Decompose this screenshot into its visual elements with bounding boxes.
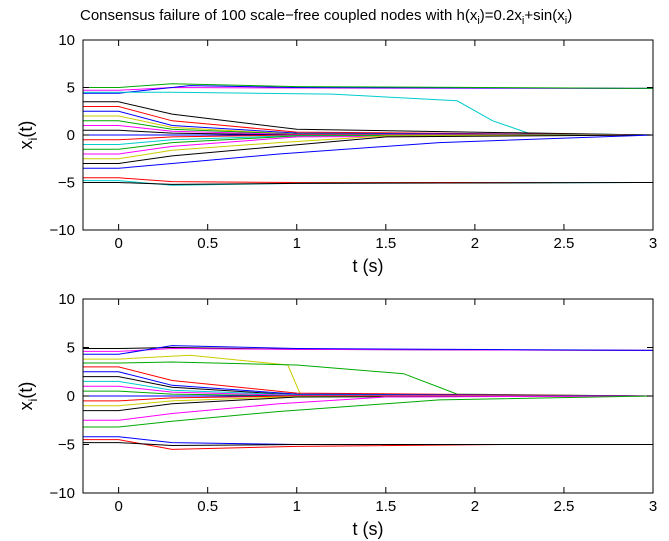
y-label-sub: i <box>26 399 40 402</box>
x-tick-label: 1 <box>293 235 301 252</box>
y-axis-label: xi(t) <box>16 382 40 411</box>
x-tick-label: 1 <box>293 498 301 515</box>
y-tick-label: 10 <box>58 32 75 49</box>
x-tick-label: 1.5 <box>375 235 396 252</box>
x-axis-label: t (s) <box>353 256 384 276</box>
y-tick-label: −5 <box>58 175 75 192</box>
y-label-end: (t) <box>16 382 36 399</box>
title-sub-2: i <box>522 15 524 27</box>
series-line-4 <box>83 91 653 136</box>
series-line-19 <box>83 439 502 450</box>
x-tick-label: 2.5 <box>554 498 575 515</box>
y-label-end: (t) <box>16 121 36 138</box>
x-tick-label: 2 <box>471 235 479 252</box>
y-tick-label: 0 <box>67 388 75 405</box>
x-axis-label: t (s) <box>353 519 384 539</box>
series-line-18 <box>83 436 502 445</box>
y-axis-label: xi(t) <box>16 121 40 150</box>
y-tick-label: −10 <box>50 222 75 239</box>
y-tick-label: −10 <box>50 485 75 502</box>
title-text-4: ) <box>567 7 572 24</box>
x-tick-label: 1.5 <box>375 498 396 515</box>
title-text-3: +sin(x <box>524 7 565 24</box>
x-tick-label: 0.5 <box>197 235 218 252</box>
series-line-17 <box>83 395 653 428</box>
x-tick-label: 0 <box>114 498 122 515</box>
series-group <box>83 83 653 186</box>
y-tick-label: −5 <box>58 437 75 454</box>
series-line-17 <box>83 134 653 160</box>
title-text-1: Consensus failure of 100 scale−free coup… <box>80 7 478 24</box>
title-sub-3: i <box>565 15 567 27</box>
series-line-2 <box>83 347 653 352</box>
x-tick-label: 0 <box>114 235 122 252</box>
x-tick-label: 3 <box>649 498 657 515</box>
series-line-7 <box>83 371 653 397</box>
series-line-20 <box>83 442 653 447</box>
figure-title: Consensus failure of 100 scale−free coup… <box>80 7 572 27</box>
series-line-20 <box>83 177 653 183</box>
series-line-4 <box>83 354 301 395</box>
series-line-6 <box>83 366 653 397</box>
series-line-7 <box>83 110 653 136</box>
y-label-sub: i <box>26 138 40 141</box>
series-line-8 <box>83 115 653 136</box>
series-line-3 <box>83 345 653 355</box>
chart-panel-2: 0 0.5 1 1.5 2 2.5 3 10 5 0 −5 −10 t (s) xi(t) <box>16 291 657 539</box>
title-text-2: )=0.2x <box>480 7 523 24</box>
series-line-18 <box>83 134 653 164</box>
series-group <box>83 345 653 450</box>
series-line-22 <box>83 182 653 185</box>
title-sub-1: i <box>477 15 479 27</box>
x-tick-label: 0.5 <box>197 498 218 515</box>
x-tick-label: 2.5 <box>554 235 575 252</box>
series-line-16 <box>83 395 653 421</box>
series-line-2 <box>83 85 653 94</box>
x-tick-label: 2 <box>471 498 479 515</box>
y-label-main: x <box>16 140 36 149</box>
series-line-3 <box>83 83 653 89</box>
series-line-19 <box>83 134 653 169</box>
series-line-6 <box>83 106 653 136</box>
x-tick-label: 3 <box>649 235 657 252</box>
series-line-5 <box>83 101 653 136</box>
y-tick-label: 5 <box>67 80 75 97</box>
y-label-main: x <box>16 401 36 410</box>
series-line-5 <box>83 361 653 397</box>
y-tick-label: 0 <box>67 127 75 144</box>
y-tick-label: 10 <box>58 291 75 308</box>
y-tick-label: 5 <box>67 340 75 357</box>
chart-panel-1: 0 0.5 1 1.5 2 2.5 3 10 5 0 −5 −10 t (s) xi(t) <box>16 32 657 276</box>
